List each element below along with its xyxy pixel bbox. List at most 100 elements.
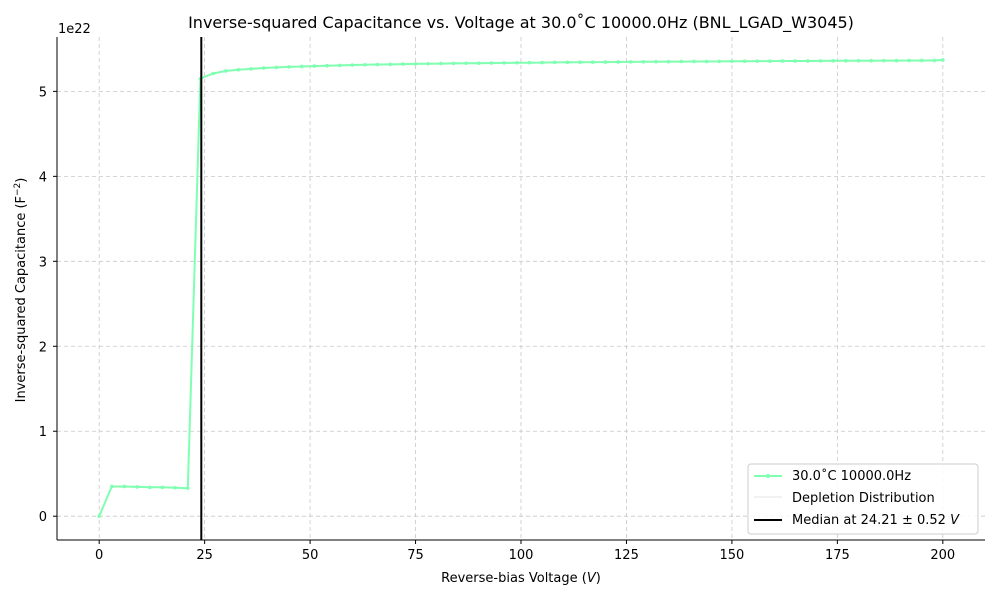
x-tick-label: 150 [719, 548, 744, 563]
data-point [894, 58, 899, 63]
y-tick-label: 4 [39, 170, 47, 185]
legend-label-depletion: Depletion Distribution [792, 491, 935, 506]
data-point [932, 58, 937, 63]
data-point [464, 61, 468, 66]
data-point [679, 59, 684, 64]
data-point [578, 60, 582, 65]
data-point [97, 514, 101, 519]
y-offset-label: 1e22 [58, 22, 91, 37]
data-point [261, 66, 266, 70]
y-axis-label-sup: −2 [13, 183, 23, 196]
data-point [856, 58, 861, 63]
data-point [654, 59, 658, 64]
data-point [628, 60, 633, 64]
data-point [941, 58, 945, 62]
data-point [426, 61, 431, 66]
data-point [439, 61, 443, 66]
data-point [388, 62, 393, 67]
legend-marker-series [766, 474, 770, 478]
data-point [223, 69, 228, 73]
data-point [844, 58, 848, 63]
data-point [768, 59, 772, 63]
y-axis-label-close: ) [14, 178, 29, 183]
data-point [287, 65, 291, 69]
data-point [666, 59, 671, 64]
data-point [502, 61, 506, 65]
y-axis-label-text: Inverse-squared Capacitance (F [14, 196, 29, 402]
data-point [299, 64, 304, 69]
data-point [160, 485, 165, 490]
chart-title: Inverse-squared Capacitance vs. Voltage … [188, 13, 854, 33]
data-point [211, 71, 215, 76]
data-point [375, 62, 380, 67]
series-layer [97, 37, 945, 540]
data-point [540, 60, 544, 65]
data-point [780, 59, 785, 63]
data-point [919, 58, 924, 63]
data-point [717, 59, 722, 64]
data-point [616, 60, 620, 64]
x-axis-label: Reverse-bias Voltage (V) [441, 571, 601, 586]
data-point [806, 59, 810, 63]
x-tick-label: 75 [407, 548, 424, 563]
data-point [122, 484, 127, 489]
data-point [363, 62, 367, 67]
data-point [312, 64, 317, 68]
y-tick-label: 5 [39, 85, 47, 100]
data-point [552, 60, 557, 65]
legend-label-series: 30.0˚C 10000.0Hz [792, 468, 911, 484]
y-tick-label: 0 [39, 510, 47, 525]
axis-ticks: 0 25 50 75 100 125 150 175 200 0 1 2 3 4 5 [39, 85, 956, 563]
data-point [236, 67, 241, 72]
data-point [869, 58, 873, 63]
legend-label-median-text: Median at 24.21 ± 0.52 [792, 513, 950, 528]
x-tick-label: 175 [825, 548, 850, 563]
data-point [325, 63, 329, 68]
data-point [730, 59, 734, 64]
data-point [565, 60, 570, 65]
data-point [110, 484, 114, 489]
data-point [401, 62, 405, 66]
data-point [641, 60, 646, 64]
legend-box [747, 463, 979, 535]
data-point [451, 61, 456, 66]
x-axis-label-unit: V [587, 571, 597, 586]
data-point [489, 61, 494, 65]
data-point [755, 59, 760, 63]
x-tick-label: 100 [509, 548, 534, 563]
data-point [249, 67, 253, 71]
data-point [793, 59, 797, 63]
data-point [907, 58, 911, 63]
x-tick-label: 200 [930, 548, 955, 563]
data-point [818, 59, 823, 63]
y-tick-label: 3 [39, 255, 47, 270]
data-point [704, 59, 709, 64]
data-point [881, 58, 886, 63]
x-tick-label: 25 [196, 548, 213, 563]
legend: 30.0˚C 10000.0Hz Depletion Distribution … [747, 463, 979, 535]
data-point [413, 62, 418, 66]
data-point [135, 485, 139, 489]
series-line [98, 58, 943, 517]
x-tick-label: 0 [95, 548, 103, 563]
y-tick-label: 2 [39, 340, 47, 355]
data-point [148, 485, 152, 490]
y-tick-label: 1 [39, 425, 47, 440]
data-point [350, 63, 355, 67]
x-axis-label-close: ) [596, 571, 601, 586]
x-tick-label: 50 [302, 548, 319, 563]
data-point [514, 60, 519, 65]
data-point [274, 65, 279, 70]
data-point [590, 60, 595, 64]
data-point [742, 59, 747, 64]
y-axis-label: Inverse-squared Capacitance (F−2) [13, 178, 29, 403]
data-point [173, 485, 177, 490]
x-tick-label: 125 [614, 548, 639, 563]
data-point [337, 63, 342, 68]
data-point [185, 486, 190, 490]
data-point [527, 60, 532, 65]
legend-label-median-unit: V [950, 513, 960, 528]
data-point [603, 60, 608, 64]
data-point [477, 61, 481, 65]
